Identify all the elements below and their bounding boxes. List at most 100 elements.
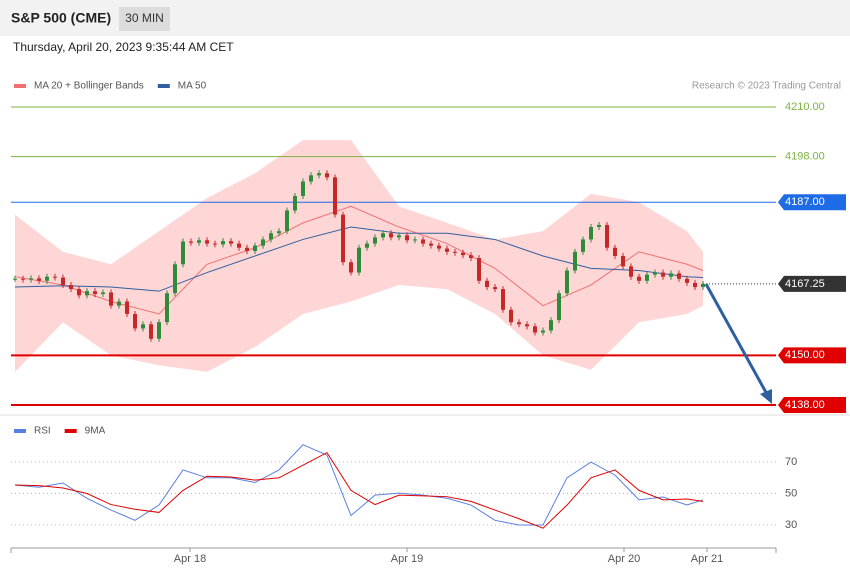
candle-body	[229, 241, 233, 244]
candle-body	[37, 278, 41, 281]
candle-body	[333, 177, 337, 215]
x-tick-label: Apr 21	[691, 553, 723, 565]
candle-body	[197, 240, 201, 243]
candle-body	[317, 173, 321, 176]
candle-body	[645, 274, 649, 281]
candle-body	[237, 243, 241, 248]
candle-body	[93, 291, 97, 295]
level-label: 4138.00	[785, 399, 825, 411]
candle-body	[661, 272, 665, 277]
candle-body	[389, 233, 393, 238]
candle-body	[77, 289, 81, 296]
candle-body	[125, 301, 129, 314]
level-label: 4210.00	[785, 101, 825, 113]
y-tick-label: 30	[785, 519, 797, 531]
candle-body	[493, 287, 497, 290]
candle-body	[29, 278, 33, 280]
legend-label: 9MA	[85, 426, 106, 437]
candle-body	[533, 326, 537, 333]
candle-body	[589, 227, 593, 240]
candle-body	[85, 291, 89, 296]
candle-body	[21, 278, 25, 280]
candle-body	[501, 289, 505, 310]
candle-body	[413, 239, 417, 241]
candle-body	[437, 245, 441, 249]
x-tick-label: Apr 19	[391, 553, 423, 565]
candle-body	[613, 247, 617, 256]
level-badge	[778, 275, 846, 292]
candle-body	[549, 320, 553, 331]
indicator-line	[14, 451, 704, 529]
level-label: 4167.25	[785, 278, 825, 290]
candle-body	[253, 245, 257, 252]
candle-body	[581, 239, 585, 252]
symbol: S&P 500 (CME)	[11, 10, 111, 26]
candle-body	[565, 270, 569, 294]
candle-body	[397, 235, 401, 238]
candle-body	[525, 324, 529, 327]
candle-body	[445, 248, 449, 252]
candle-body	[261, 239, 265, 246]
candle-body	[285, 210, 289, 232]
candle-body	[309, 175, 313, 182]
candle-body	[157, 322, 161, 339]
candle-body	[685, 278, 689, 283]
candle-body	[509, 309, 513, 323]
candle-body	[13, 278, 17, 280]
candle-body	[653, 272, 657, 275]
legend-swatch	[64, 429, 77, 433]
level-label: 4187.00	[785, 196, 825, 208]
candle-body	[629, 266, 633, 277]
candle-body	[53, 276, 57, 278]
candle-body	[469, 255, 473, 259]
candle-body	[421, 239, 425, 244]
x-tick-label: Apr 18	[174, 553, 206, 565]
credit: Research © 2023 Trading Central	[692, 81, 841, 92]
candle-body	[149, 324, 153, 339]
candle-body	[461, 252, 465, 256]
candle-body	[381, 233, 385, 238]
candle-body	[573, 251, 577, 271]
candle-body	[205, 240, 209, 244]
candle-body	[429, 243, 433, 246]
forecast-arrow	[704, 283, 770, 397]
moving-average	[14, 205, 704, 315]
candle-body	[189, 241, 193, 243]
legend-label: MA 20 + Bollinger Bands	[34, 81, 144, 92]
interval[interactable]: 30 MIN	[125, 11, 164, 25]
legend-label: MA 50	[178, 81, 207, 92]
candle-body	[541, 330, 545, 333]
level-label: 4198.00	[785, 151, 825, 163]
candle-body	[405, 235, 409, 241]
candle-body	[693, 282, 697, 288]
candle-body	[341, 214, 345, 263]
level-badge	[778, 396, 846, 413]
candle-body	[357, 247, 361, 273]
candle-body	[453, 251, 457, 253]
interval-box[interactable]	[119, 7, 170, 31]
candle-body	[373, 237, 377, 244]
x-tick-label: Apr 20	[608, 553, 640, 565]
candle-body	[173, 264, 177, 294]
forecast-arrow-head	[760, 389, 772, 404]
candle-body	[621, 256, 625, 267]
candle-body	[181, 241, 185, 265]
candle-body	[117, 301, 121, 306]
candle-body	[165, 293, 169, 323]
candle-body	[213, 243, 217, 245]
level-badge	[778, 194, 846, 211]
candle-body	[301, 181, 305, 196]
indicator-line	[14, 444, 704, 526]
candle-body	[365, 243, 369, 248]
candle-body	[269, 233, 273, 240]
candle-body	[101, 292, 105, 295]
y-tick-label: 70	[785, 456, 797, 468]
candle-body	[677, 273, 681, 279]
moving-average	[14, 226, 704, 292]
candle-body	[69, 284, 73, 290]
candle-body	[141, 324, 145, 329]
candle-body	[485, 280, 489, 288]
candle-body	[61, 277, 65, 285]
level-label: 4150.00	[785, 349, 825, 361]
